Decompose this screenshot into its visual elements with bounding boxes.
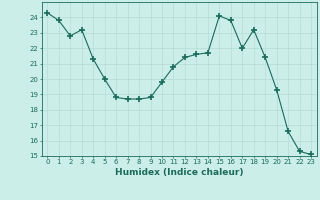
X-axis label: Humidex (Indice chaleur): Humidex (Indice chaleur) — [115, 168, 244, 177]
